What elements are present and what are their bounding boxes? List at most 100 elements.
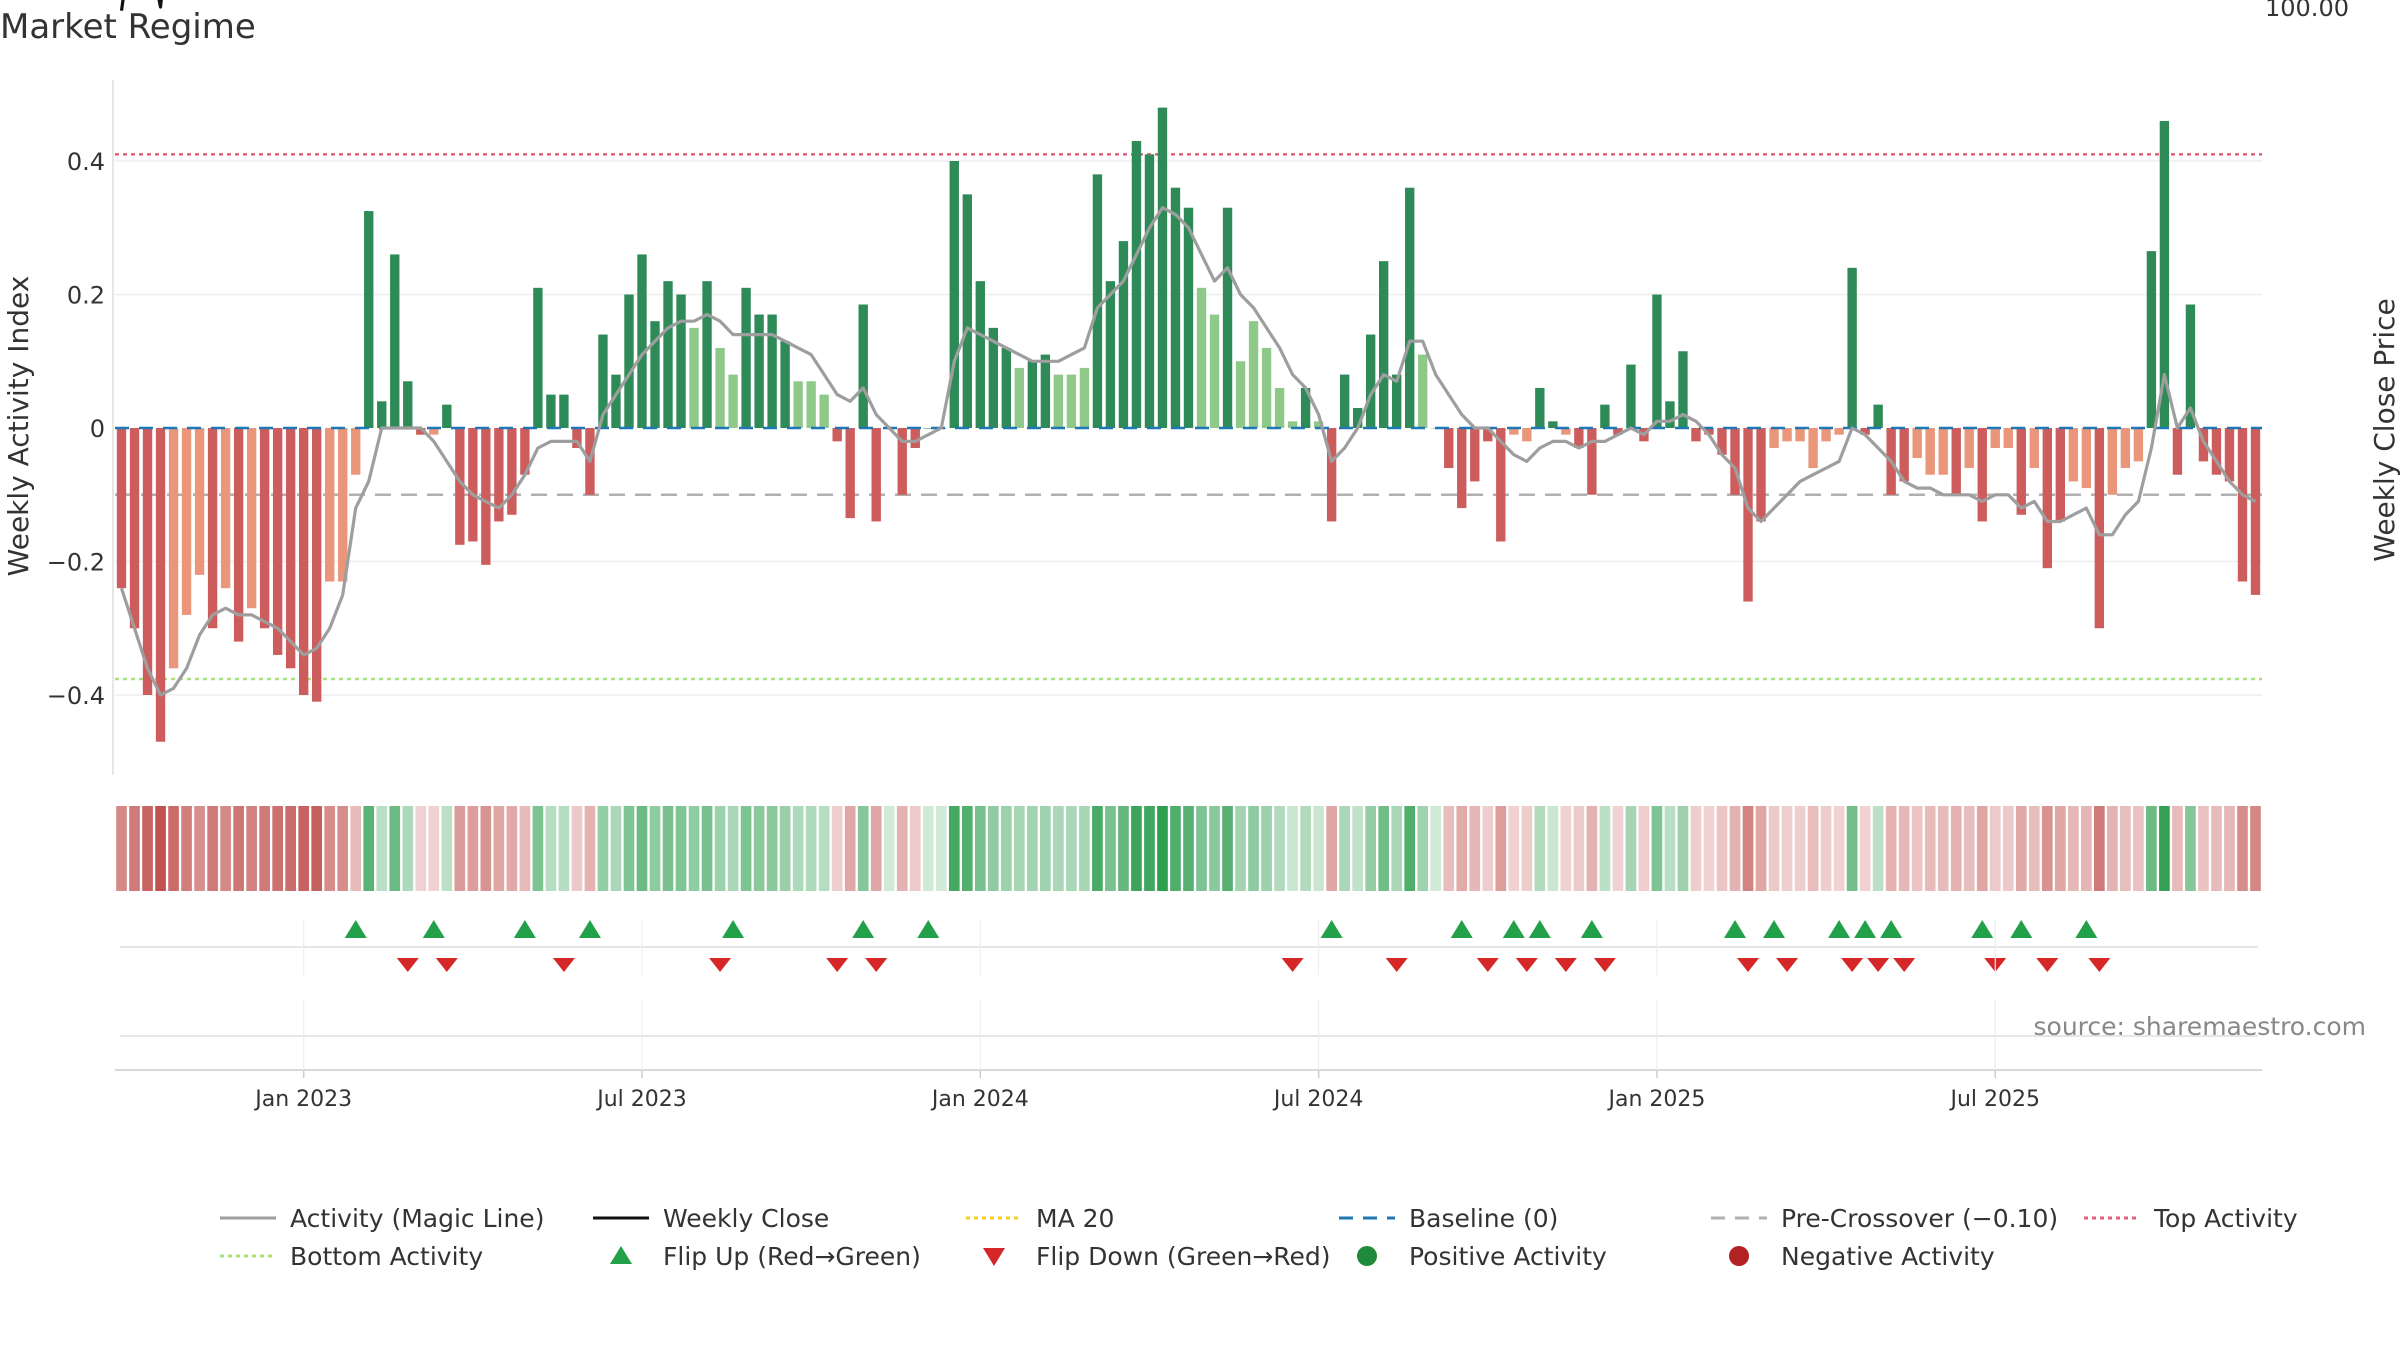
- activity-bar: [194, 428, 205, 575]
- activity-bar: [975, 281, 985, 428]
- activity-bar: [1548, 421, 1558, 428]
- flip-down-marker: [1867, 958, 1890, 972]
- flip-up-marker: [1450, 920, 1473, 938]
- regime-strip-cell: [1313, 806, 1324, 891]
- activity-bar: [1105, 281, 1116, 428]
- activity-bar: [637, 254, 647, 428]
- flip-up-marker: [1854, 920, 1877, 938]
- regime-strip-cell: [2015, 806, 2027, 891]
- activity-bar: [1873, 404, 1883, 428]
- flip-down-marker: [2088, 958, 2111, 972]
- flip-up-marker: [1580, 920, 1603, 938]
- activity-bar: [2185, 304, 2196, 428]
- activity-bar: [1418, 354, 1428, 428]
- activity-bar: [1821, 428, 1831, 442]
- regime-strip-cell: [1859, 806, 1871, 891]
- activity-bar: [1990, 428, 2000, 449]
- y-right-tick-label: 100.00: [2265, 0, 2349, 22]
- activity-bar: [1743, 428, 1753, 602]
- flip-down-marker: [1776, 958, 1799, 972]
- regime-strip-cell: [922, 806, 934, 891]
- regime-strip-cell: [1469, 806, 1481, 891]
- flip-down-marker: [1515, 958, 1538, 972]
- x-tick-label: Jul 2023: [595, 1087, 687, 1112]
- legend-label: Flip Down (Green→Red): [1036, 1242, 1331, 1271]
- regime-strip-cell: [1339, 806, 1350, 891]
- regime-strip-cell: [1586, 806, 1598, 891]
- regime-strip-cell: [116, 806, 127, 891]
- regime-strip-cell: [1248, 806, 1259, 891]
- magic-line: [119, 206, 2257, 697]
- y-left-tick-label: 0.4: [67, 148, 105, 176]
- regime-strip-cell: [1000, 806, 1012, 891]
- regime-strip-cell: [1287, 806, 1298, 891]
- flip-up-marker: [2075, 920, 2098, 938]
- legend-label: Weekly Close: [663, 1204, 829, 1233]
- regime-strip-cell: [636, 806, 648, 891]
- activity-bar: [858, 304, 868, 428]
- flip-down-marker: [709, 958, 732, 972]
- regime-strip-cell: [1716, 806, 1728, 891]
- activity-bar: [1600, 404, 1610, 428]
- activity-bar: [312, 428, 322, 702]
- activity-bar: [702, 281, 712, 428]
- flip-down-marker: [552, 958, 575, 972]
- regime-strip-cell: [1157, 806, 1168, 891]
- legend-item: Negative Activity: [1729, 1242, 1995, 1271]
- activity-bar: [1535, 387, 1545, 428]
- flip-down-marker: [1593, 958, 1616, 972]
- activity-bar: [1977, 428, 1987, 522]
- activity-bar: [1483, 428, 1493, 442]
- regime-strip-cell: [987, 806, 999, 891]
- legend-item: Flip Down (Green→Red): [983, 1242, 1331, 1271]
- regime-strip-cell: [2081, 806, 2092, 891]
- regime-strip-cell: [155, 806, 166, 891]
- regime-strip-cell: [1807, 806, 1819, 891]
- activity-bar: [1001, 347, 1012, 428]
- activity-bar: [1665, 401, 1675, 428]
- regime-strip-cell: [532, 806, 544, 891]
- activity-bar: [1131, 140, 1142, 428]
- regime-strip-cell: [1911, 806, 1923, 891]
- activity-bar: [910, 428, 920, 449]
- flip-down-marker: [2036, 958, 2059, 972]
- regime-strip-cell: [129, 806, 140, 891]
- regime-strip-cell: [1417, 806, 1429, 891]
- regime-strip-cell: [2198, 806, 2209, 891]
- chart-title: Market Regime: [0, 7, 256, 47]
- regime-strip-cell: [2224, 806, 2235, 891]
- activity-bar: [1027, 361, 1038, 428]
- regime-strip-cell: [1183, 806, 1194, 891]
- activity-bar: [1392, 374, 1402, 428]
- activity-bar: [1704, 428, 1714, 435]
- activity-bar: [1717, 428, 1727, 455]
- activity-bar: [1457, 428, 1467, 509]
- y-left-tick-label: 0.2: [67, 282, 105, 310]
- activity-bar: [507, 428, 517, 515]
- regime-strip-cell: [1235, 806, 1246, 891]
- legend-item: Weekly Close: [593, 1204, 829, 1233]
- regime-strip-cell: [1079, 806, 1090, 891]
- regime-strip-cell: [935, 806, 947, 891]
- activity-bar: [1066, 374, 1077, 428]
- regime-strip-cell: [285, 806, 296, 891]
- regime-strip-cell: [1508, 806, 1520, 891]
- regime-strip-cell: [467, 806, 479, 891]
- activity-bar: [168, 428, 179, 669]
- regime-strip-cell: [1846, 806, 1858, 891]
- activity-bar: [494, 428, 504, 522]
- regime-strip-cell: [1872, 806, 1884, 891]
- regime-strip-cell: [168, 806, 179, 891]
- flip-down-marker: [865, 958, 888, 972]
- regime-strip-cell: [610, 806, 622, 891]
- activity-bar: [1405, 187, 1415, 428]
- regime-strip-cell: [441, 806, 453, 891]
- activity-bar: [455, 428, 465, 545]
- flip-up-marker: [1528, 920, 1551, 938]
- activity-bar: [1444, 428, 1454, 469]
- regime-strip-cell: [233, 806, 244, 891]
- activity-bar: [285, 428, 296, 669]
- activity-bar: [2081, 428, 2092, 489]
- activity-bar: [897, 428, 907, 495]
